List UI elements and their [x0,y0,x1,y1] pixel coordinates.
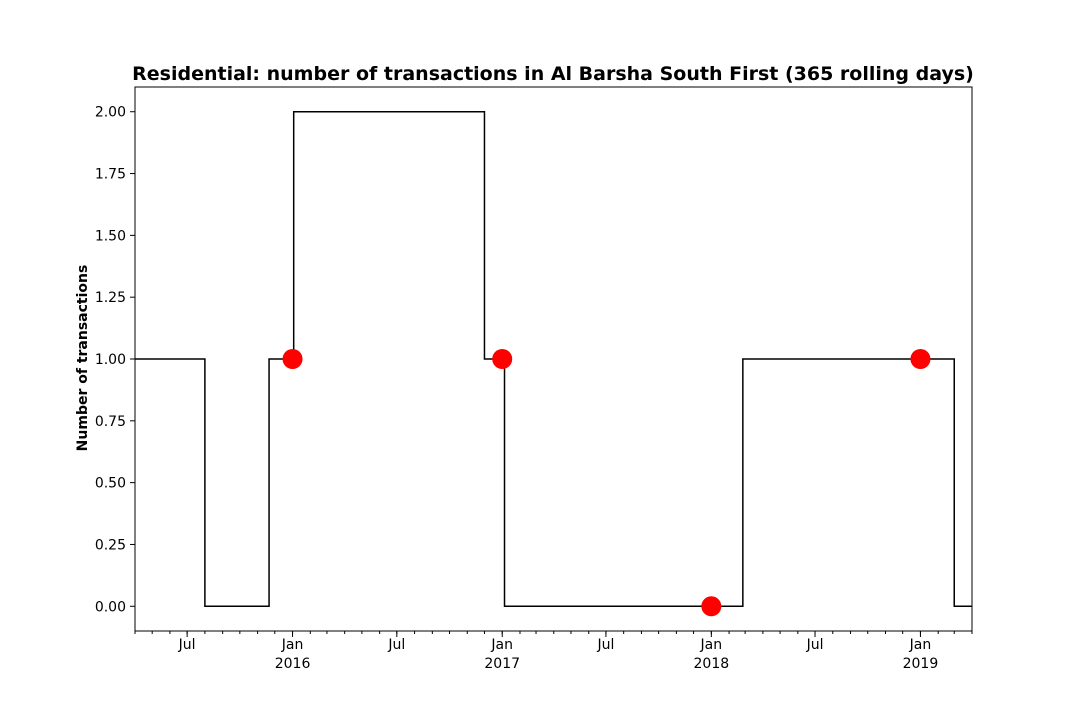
x-axis: Jul Jan 2016 Jul Jan 2017 Jul Jan 2018 Jul Jan 2019 [134,631,973,672]
x-tick-label: 2017 [484,656,520,672]
y-axis-label: Number of transactions [75,265,91,452]
data-point-marker [910,349,931,369]
x-tick-label: Jan [909,637,932,653]
y-tick-label: 1.00 [95,352,126,368]
y-tick-label: 1.75 [95,167,126,183]
x-tick-label: Jul [596,637,614,653]
x-tick-label: Jan [700,637,723,653]
x-tick-label: Jan [281,637,304,653]
y-tick-label: 0.00 [95,599,126,615]
y-tick-label: 0.50 [95,476,126,492]
y-tick-label: 1.50 [95,228,126,244]
x-tick-label: Jul [387,637,405,653]
x-tick-label: Jan [490,637,513,653]
chart-title: Residential: number of transactions in A… [132,63,974,85]
x-tick-label: 2018 [694,656,730,672]
plot-frame [134,86,973,632]
y-tick-label: 0.25 [95,537,126,553]
x-tick-label: Jul [806,637,824,653]
y-tick-label: 0.75 [95,414,126,430]
plot-area [135,110,972,617]
data-point-marker [492,349,513,369]
x-tick-label: Jul [178,637,196,653]
y-tick-label: 2.00 [95,105,126,121]
y-axis: 0.00 0.25 0.50 0.75 1.00 1.25 1.50 1.75 2.00 [95,105,135,615]
series-step-line [135,110,972,608]
data-point-marker [282,349,303,369]
x-tick-label: 2019 [903,656,939,672]
x-tick-label: 2016 [275,656,311,672]
y-tick-label: 1.25 [95,290,126,306]
data-point-marker [701,596,722,617]
